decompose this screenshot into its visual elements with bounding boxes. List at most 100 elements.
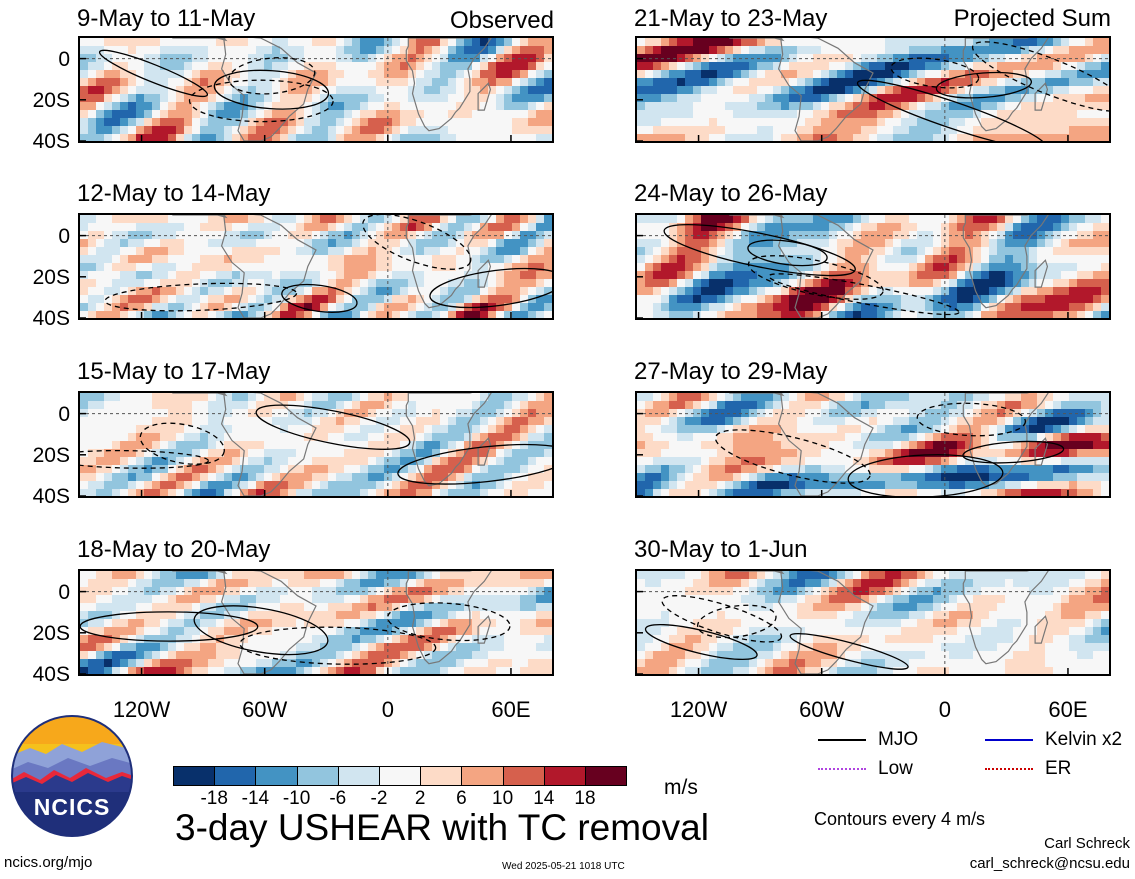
- lon-label: 0: [938, 697, 951, 722]
- map-panel-7: [635, 391, 1111, 498]
- colorbar-swatch: [585, 766, 628, 786]
- ncics-logo: NCICS: [10, 714, 134, 838]
- lon-label: 60E: [491, 697, 531, 722]
- mjo-contour: [663, 223, 856, 277]
- colorbar-label: 18: [574, 788, 596, 809]
- central-america-outline: [172, 215, 228, 219]
- mjo-contour: [362, 215, 472, 270]
- lat-label: 0: [58, 47, 70, 71]
- mjo-contour: [789, 632, 909, 670]
- legend-mjo-label: MJO: [878, 729, 919, 750]
- madagascar-outline: [1034, 437, 1049, 466]
- mjo-contour: [80, 449, 210, 469]
- madagascar-outline: [477, 82, 492, 111]
- map-panel-2: [78, 213, 554, 320]
- central-america-outline: [729, 38, 785, 42]
- mjo-contour: [80, 611, 259, 642]
- colorbar-swatch: [173, 766, 216, 786]
- lat-label: 40S: [32, 663, 70, 686]
- colorbar-label: 10: [492, 788, 514, 809]
- footer-timestamp: Wed 2025-05-21 1018 UTC: [502, 861, 625, 872]
- mjo-contour: [847, 454, 1004, 496]
- panel-title-5: 21-May to 23-May: [634, 5, 828, 32]
- madagascar-outline: [1034, 82, 1049, 111]
- colorbar-label: -6: [329, 788, 347, 809]
- colorbar-units: m/s: [664, 776, 698, 799]
- mjo-contour: [971, 41, 1109, 113]
- lon-label: 120W: [112, 697, 171, 722]
- map-panel-3: [78, 391, 554, 498]
- central-america-outline: [172, 571, 228, 575]
- shaded-field: [80, 393, 552, 496]
- panel-title-8: 30-May to 1-Jun: [634, 536, 808, 563]
- mjo-contour: [856, 79, 1047, 141]
- mjo-contour: [661, 595, 783, 643]
- mjo-contour: [696, 604, 777, 639]
- footer-email[interactable]: carl_schreck@ncsu.edu: [969, 855, 1130, 872]
- map-panel-8: [635, 569, 1111, 676]
- shear-map-5: [637, 38, 1109, 141]
- shaded-field: [637, 393, 1109, 496]
- legend-low-label: Low: [878, 758, 913, 779]
- shaded-field: [80, 38, 552, 141]
- central-america-outline: [729, 571, 785, 575]
- central-america-outline: [729, 393, 785, 397]
- africa-outline: [962, 215, 1049, 309]
- africa-outline: [405, 393, 492, 487]
- mjo-contour: [747, 255, 884, 300]
- central-america-outline: [172, 393, 228, 397]
- mjo-contour: [193, 605, 329, 656]
- mjo-contour: [213, 69, 330, 110]
- south-america-outline: [220, 393, 317, 496]
- colorbar-label: -10: [282, 788, 311, 809]
- colorbar-swatch: [255, 766, 298, 786]
- observed-label: Observed: [449, 7, 554, 34]
- lat-label: 0: [58, 580, 70, 604]
- mjo-contour: [139, 422, 225, 465]
- contour-note: Contours every 4 m/s: [814, 809, 986, 829]
- legend-er-line: [985, 768, 1033, 770]
- mjo-contour: [747, 239, 828, 267]
- logo-text: NCICS: [33, 794, 111, 820]
- map-panel-1: [78, 36, 554, 143]
- lat-label: 20S: [32, 265, 70, 289]
- madagascar-outline: [477, 437, 492, 466]
- legend-mjo-line: [818, 739, 866, 741]
- lat-label: 40S: [32, 130, 70, 153]
- panel-title-3: 15-May to 17-May: [77, 358, 271, 385]
- legend-kelvin-label: Kelvin x2: [1045, 729, 1123, 750]
- legend-er-label: ER: [1045, 758, 1072, 779]
- lat-label: 20S: [32, 443, 70, 467]
- lat-label: 40S: [32, 307, 70, 330]
- lon-label: 60W: [799, 697, 845, 722]
- south-america-outline: [220, 38, 317, 141]
- map-panel-6: [635, 213, 1111, 320]
- shaded-field: [80, 215, 552, 318]
- footer-url[interactable]: ncics.org/mjo: [4, 854, 93, 871]
- lon-label: 60E: [1048, 697, 1088, 722]
- africa-outline: [405, 215, 492, 309]
- mjo-contour: [104, 282, 298, 312]
- shear-map-3: [80, 393, 552, 496]
- shear-map-4: [80, 571, 552, 674]
- colorbar-label: 6: [456, 788, 467, 809]
- legend-kelvin-line: [985, 739, 1033, 741]
- mjo-contour: [397, 443, 552, 485]
- colorbar-swatch: [461, 766, 504, 786]
- mjo-contour: [228, 57, 316, 95]
- colorbar-swatch: [543, 766, 586, 786]
- mjo-contour: [98, 49, 209, 98]
- mjo-contour: [429, 267, 552, 309]
- shear-map-6: [637, 215, 1109, 318]
- panel-title-4: 18-May to 20-May: [77, 536, 271, 563]
- south-america-outline: [777, 393, 874, 496]
- shear-map-2: [80, 215, 552, 318]
- africa-outline: [405, 38, 492, 132]
- south-america-outline: [220, 215, 317, 318]
- lat-label: 40S: [32, 485, 70, 508]
- lon-label: 0: [381, 697, 394, 722]
- lat-label: 0: [58, 224, 70, 248]
- shear-map-8: [637, 571, 1109, 674]
- mjo-contour: [644, 623, 758, 661]
- panel-title-6: 24-May to 26-May: [634, 180, 828, 207]
